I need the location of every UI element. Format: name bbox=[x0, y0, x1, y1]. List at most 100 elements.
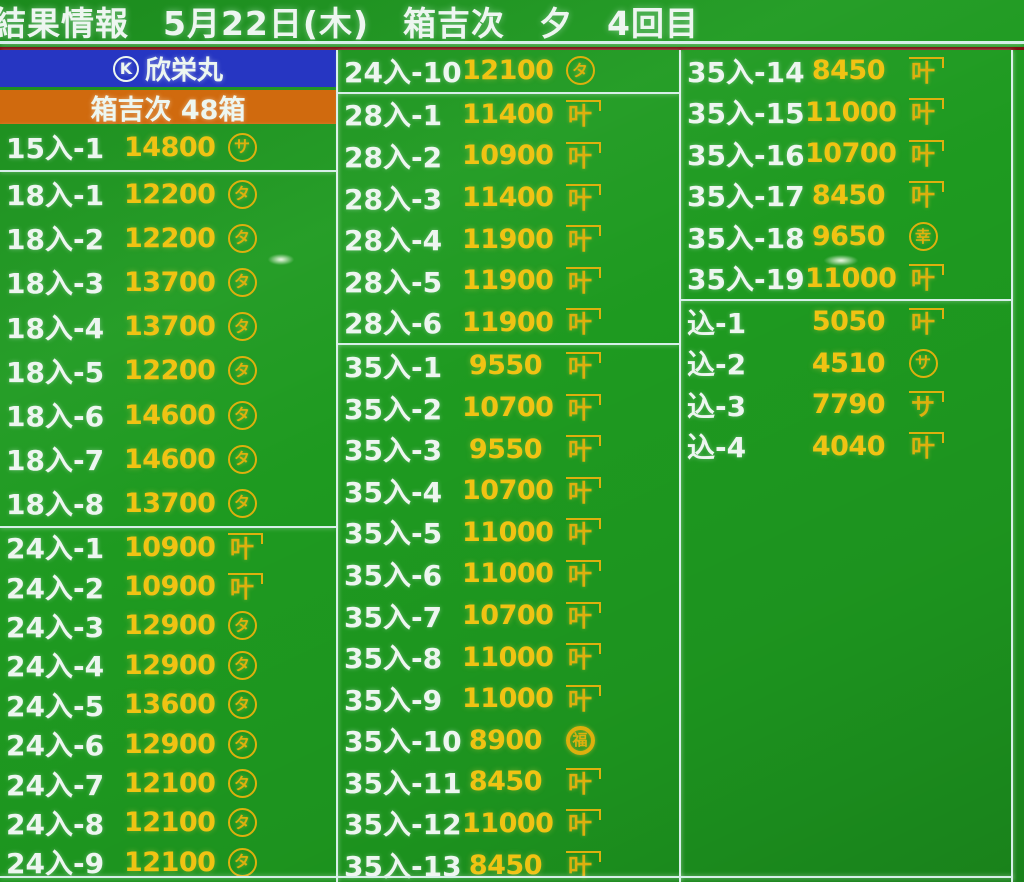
buyer-mark-circle-icon: タ bbox=[227, 808, 257, 838]
lot-label: 24入-6 bbox=[6, 729, 105, 763]
lot-label: 35入-2 bbox=[344, 392, 443, 426]
kane-overline bbox=[909, 181, 944, 193]
price-value: 11400 bbox=[462, 98, 554, 130]
kane-overline bbox=[566, 643, 601, 655]
lot-label: 15入-1 bbox=[6, 132, 105, 165]
kane-overline bbox=[566, 767, 601, 779]
lot-label: 18入-4 bbox=[6, 311, 105, 345]
result-row: 18入-4 13700 タ bbox=[0, 305, 336, 349]
buyer-mark: 叶 bbox=[885, 181, 961, 209]
result-row: 込-1 5050 叶 bbox=[681, 301, 1011, 343]
price-value: 13700 bbox=[124, 266, 216, 298]
result-row: 18入-6 14600 タ bbox=[0, 393, 336, 437]
kane-overline bbox=[909, 264, 944, 276]
buyer-mark-circle-icon: タ bbox=[227, 312, 257, 342]
lot-label: 24入-10 bbox=[344, 55, 462, 89]
kane-overline bbox=[228, 533, 263, 545]
vessel-name: 欣栄丸 bbox=[144, 56, 223, 86]
lot-label: 35入-15 bbox=[687, 97, 805, 131]
results-column-1: K 欣栄丸 箱吉次 48箱 15入-1 14800 サ 18入-1 12200 タ 18入-… bbox=[0, 50, 338, 882]
kane-overline bbox=[566, 809, 601, 821]
circled-k-icon: K bbox=[112, 55, 139, 82]
buyer-mark: タ bbox=[204, 690, 280, 720]
price-value: 5050 bbox=[811, 306, 886, 338]
lot-label: 24入-5 bbox=[6, 689, 105, 723]
kane-overline bbox=[909, 390, 944, 402]
result-row: 35入-7 10700 叶 bbox=[338, 595, 679, 637]
buyer-mark: タ bbox=[204, 488, 280, 518]
price-value: 9550 bbox=[468, 350, 543, 382]
kane-overline bbox=[566, 684, 601, 696]
buyer-mark-circle-icon: 福 bbox=[565, 725, 595, 755]
result-row: 込-3 7790 サ bbox=[681, 384, 1011, 426]
screen-glare-artifact bbox=[268, 254, 294, 265]
kane-overline bbox=[566, 308, 601, 320]
buyer-mark: 叶 bbox=[542, 100, 618, 128]
result-row: 24入-8 12100 タ bbox=[0, 803, 336, 842]
kane-character: サ bbox=[911, 392, 935, 421]
result-row: 28入-1 11400 叶 bbox=[338, 94, 679, 136]
buyer-mark-circle-icon: タ bbox=[227, 444, 257, 474]
result-row: 24入-2 10900 叶 bbox=[0, 567, 336, 606]
buyer-mark-circle-icon: タ bbox=[227, 847, 257, 877]
title-underline-red bbox=[0, 47, 1024, 50]
kane-character: 叶 bbox=[911, 183, 935, 212]
lot-label: 28入-2 bbox=[344, 140, 443, 174]
result-row: 18入-5 12200 タ bbox=[0, 349, 336, 393]
lot-label: 35入-7 bbox=[344, 600, 443, 634]
kane-character: 叶 bbox=[568, 520, 592, 549]
results-column-3: 35入-14 8450 叶 35入-15 11000 叶 35入-16 10700 叶 35入-1… bbox=[681, 50, 1013, 882]
price-value: 13700 bbox=[124, 311, 216, 343]
result-row: 18入-8 13700 タ bbox=[0, 481, 336, 525]
bottom-divider-line bbox=[0, 876, 1013, 878]
kane-overline bbox=[566, 518, 601, 530]
result-row: 18入-2 12200 タ bbox=[0, 216, 336, 260]
kane-overline bbox=[228, 572, 263, 584]
kane-character: 叶 bbox=[568, 395, 592, 424]
buyer-mark: 叶 bbox=[885, 139, 961, 168]
result-row: 35入-2 10700 叶 bbox=[338, 387, 679, 429]
result-row: 35入-1 9550 叶 bbox=[338, 345, 679, 387]
lot-group: 24入-1 10900 叶 24入-2 10900 叶 24入-3 12900 タ 24入-4 12… bbox=[0, 528, 336, 882]
lot-group: 24入-10 12100 タ bbox=[338, 50, 679, 94]
lot-group: 込-1 5050 叶込-2 4510 サ込-3 7790 サ込-4 4040 叶 bbox=[681, 301, 1011, 467]
lot-banner: 箱吉次 48箱 bbox=[0, 90, 336, 126]
lot-label: 込-2 bbox=[687, 348, 747, 382]
price-value: 12200 bbox=[124, 355, 216, 387]
lot-label: 24入-7 bbox=[6, 768, 105, 802]
buyer-mark-kane-icon: 叶 bbox=[566, 435, 601, 463]
lot-label: 35入-12 bbox=[344, 808, 462, 842]
kane-overline bbox=[566, 851, 601, 863]
buyer-mark-kane-icon: 叶 bbox=[566, 266, 601, 295]
lot-label: 18入-5 bbox=[6, 355, 105, 389]
buyer-mark: タ bbox=[204, 650, 280, 680]
lot-label: 18入-8 bbox=[6, 488, 105, 522]
buyer-mark-circle-icon: タ bbox=[227, 223, 257, 253]
result-row: 35入-4 10700 叶 bbox=[338, 470, 679, 512]
kane-overline bbox=[566, 435, 601, 447]
buyer-mark: 叶 bbox=[204, 533, 280, 561]
buyer-mark-kane-icon: 叶 bbox=[566, 601, 601, 630]
lot-label: 35入-1 bbox=[344, 350, 443, 384]
buyer-mark: タ bbox=[542, 56, 618, 86]
result-row: 24入-4 12900 タ bbox=[0, 646, 336, 685]
lot-label: 24入-3 bbox=[6, 610, 105, 644]
lot-label: 35入-16 bbox=[687, 138, 805, 172]
buyer-mark: 叶 bbox=[542, 601, 618, 630]
price-value: 4040 bbox=[811, 430, 886, 462]
result-row: 35入-8 11000 叶 bbox=[338, 636, 679, 678]
result-row: 35入-15 11000 叶 bbox=[681, 92, 1011, 134]
buyer-mark: タ bbox=[204, 312, 280, 342]
buyer-mark-circle-icon: タ bbox=[227, 400, 257, 430]
buyer-mark-kane-icon: 叶 bbox=[566, 809, 601, 837]
kane-overline bbox=[566, 266, 601, 278]
buyer-mark-kane-icon: 叶 bbox=[909, 432, 944, 460]
price-value: 10700 bbox=[462, 475, 554, 507]
kane-character: 叶 bbox=[568, 478, 592, 507]
buyer-mark: 叶 bbox=[542, 183, 618, 212]
lot-label: 18入-7 bbox=[6, 444, 105, 478]
lot-label: 24入-8 bbox=[6, 807, 105, 841]
result-row: 18入-1 12200 タ bbox=[0, 172, 336, 216]
kane-character: 叶 bbox=[911, 58, 935, 87]
